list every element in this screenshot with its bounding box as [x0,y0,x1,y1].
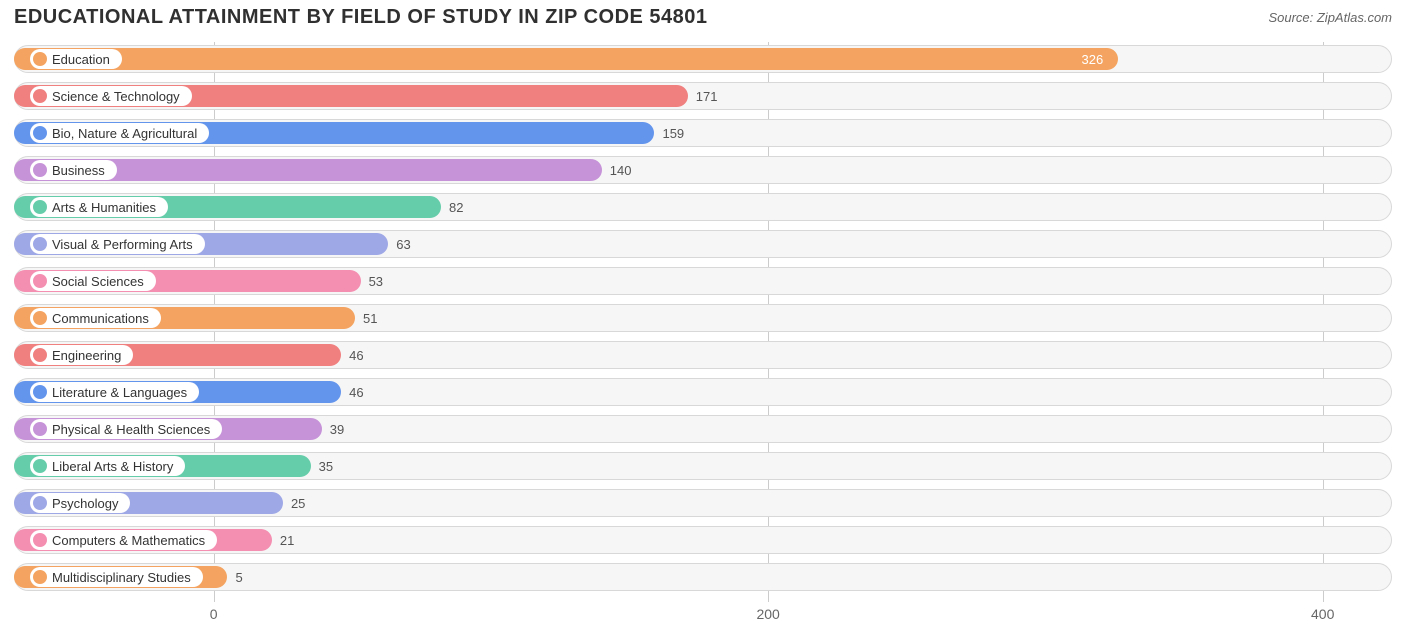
bar-value: 63 [396,233,410,255]
bar-row: Visual & Performing Arts 63 [14,227,1392,264]
category-label: Visual & Performing Arts [52,237,193,252]
category-label: Business [52,163,105,178]
bar-row: Engineering 46 [14,338,1392,375]
bar-row: Bio, Nature & Agricultural 159 [14,116,1392,153]
pill-color-marker [33,422,47,436]
category-pill: Education [30,49,122,69]
pill-color-marker [33,89,47,103]
pill-color-marker [33,570,47,584]
pill-color-marker [33,200,47,214]
bar-value: 46 [349,381,363,403]
category-pill: Engineering [30,345,133,365]
category-pill: Physical & Health Sciences [30,419,222,439]
bar-row: Arts & Humanities 82 [14,190,1392,227]
category-label: Education [52,52,110,67]
pill-color-marker [33,52,47,66]
category-label: Multidisciplinary Studies [52,570,191,585]
bar-value: 140 [610,159,632,181]
pill-color-marker [33,533,47,547]
x-tick-label: 0 [210,606,218,622]
bar-value: 159 [662,122,684,144]
bar-value: 51 [363,307,377,329]
pill-color-marker [33,385,47,399]
pill-color-marker [33,237,47,251]
pill-color-marker [33,459,47,473]
bar-row: Multidisciplinary Studies 5 [14,560,1392,597]
bar-value: 35 [319,455,333,477]
bar-row: Education 326 [14,42,1392,79]
pill-color-marker [33,348,47,362]
bar-row: Science & Technology 171 [14,79,1392,116]
category-label: Liberal Arts & History [52,459,173,474]
pill-color-marker [33,274,47,288]
category-label: Bio, Nature & Agricultural [52,126,197,141]
category-label: Arts & Humanities [52,200,156,215]
category-label: Computers & Mathematics [52,533,205,548]
category-pill: Communications [30,308,161,328]
bar-value: 21 [280,529,294,551]
category-label: Engineering [52,348,121,363]
category-label: Social Sciences [52,274,144,289]
pill-color-marker [33,311,47,325]
bar-fill [14,48,1118,70]
bar-row: Liberal Arts & History 35 [14,449,1392,486]
category-pill: Social Sciences [30,271,156,291]
bar-row: Physical & Health Sciences 39 [14,412,1392,449]
bar-row: Social Sciences 53 [14,264,1392,301]
bar-value: 53 [369,270,383,292]
pill-color-marker [33,163,47,177]
category-label: Physical & Health Sciences [52,422,210,437]
bar-row: Communications 51 [14,301,1392,338]
category-label: Science & Technology [52,89,180,104]
category-label: Communications [52,311,149,326]
x-tick-label: 200 [756,606,779,622]
bar-row: Business 140 [14,153,1392,190]
category-pill: Liberal Arts & History [30,456,185,476]
category-pill: Psychology [30,493,130,513]
bar-value: 46 [349,344,363,366]
category-pill: Multidisciplinary Studies [30,567,203,587]
x-axis: 0 200 400 [14,606,1392,626]
category-pill: Visual & Performing Arts [30,234,205,254]
category-pill: Arts & Humanities [30,197,168,217]
bar-row: Psychology 25 [14,486,1392,523]
bar-row: Computers & Mathematics 21 [14,523,1392,560]
bar-value: 39 [330,418,344,440]
bar-value: 25 [291,492,305,514]
category-pill: Computers & Mathematics [30,530,217,550]
category-pill: Business [30,160,117,180]
category-label: Psychology [52,496,118,511]
bar-value: 5 [235,566,242,588]
category-pill: Literature & Languages [30,382,199,402]
category-pill: Science & Technology [30,86,192,106]
x-tick-label: 400 [1311,606,1334,622]
bar-value: 171 [696,85,718,107]
category-pill: Bio, Nature & Agricultural [30,123,209,143]
bar-row: Literature & Languages 46 [14,375,1392,412]
chart-plot-area: Education 326 Science & Technology 171 Bio, … [14,42,1392,602]
bar-value: 82 [449,196,463,218]
chart-title: EDUCATIONAL ATTAINMENT BY FIELD OF STUDY… [14,6,708,29]
source-attribution: Source: ZipAtlas.com [1268,10,1392,25]
category-label: Literature & Languages [52,385,187,400]
bar-value: 326 [1082,48,1104,70]
pill-color-marker [33,496,47,510]
pill-color-marker [33,126,47,140]
